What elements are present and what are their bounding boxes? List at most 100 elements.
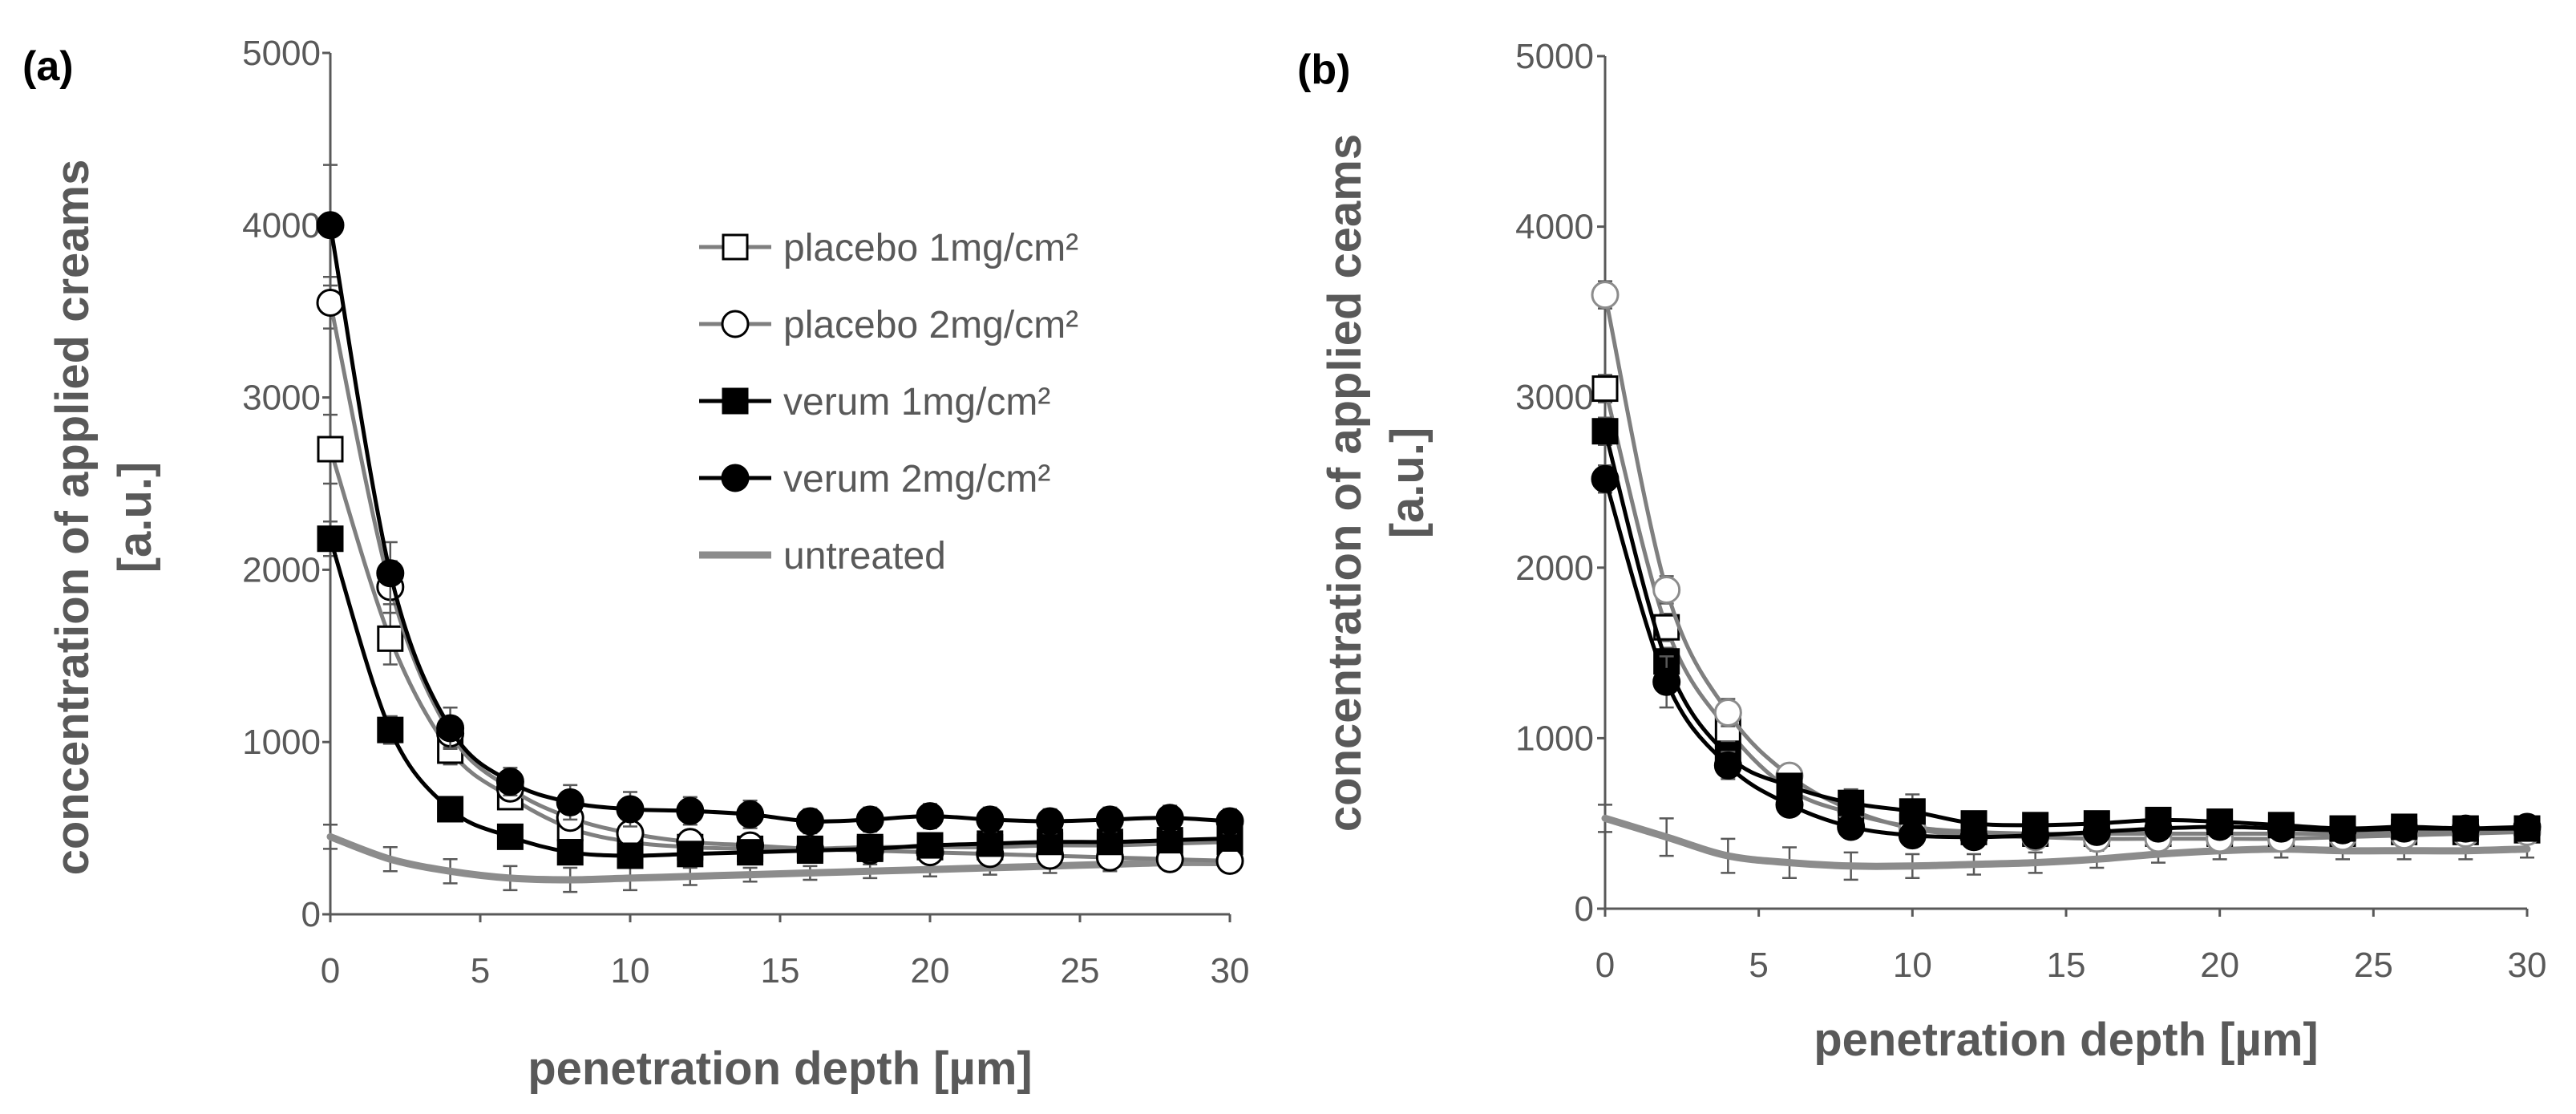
data-point: [317, 525, 344, 553]
legend-item-untreated: untreated: [699, 535, 946, 577]
y-tick-label: 0: [301, 895, 321, 934]
legend-marker: [722, 233, 749, 261]
data-point: [496, 823, 524, 850]
data-point: [376, 559, 405, 588]
data-point: [676, 796, 705, 825]
x-tick-label: 10: [1893, 946, 1932, 985]
legend-label: verum 2mg/cm²: [783, 458, 1050, 500]
data-point: [1095, 805, 1124, 834]
series-line: [326, 832, 1234, 884]
legend-item-placebo-1mg-cm: placebo 1mg/cm²: [699, 227, 1078, 269]
y-tick-label: 1000: [242, 723, 321, 762]
data-point: [677, 841, 704, 868]
legend-marker: [721, 310, 750, 338]
x-tick-label: 30: [1211, 951, 1250, 990]
series-placebo-1mg-cm: [317, 413, 1244, 862]
data-point: [737, 839, 764, 866]
x-tick-label: 15: [2047, 946, 2086, 985]
x-tick-label: 20: [911, 951, 950, 990]
y-axis-title: concentration of applied ceams: [1319, 134, 1371, 832]
x-tick-label: 5: [1749, 946, 1768, 985]
x-tick-label: 30: [2508, 946, 2547, 985]
data-point: [1959, 823, 1988, 852]
y-tick-label: 2000: [242, 550, 321, 589]
data-point: [2206, 812, 2234, 841]
x-tick-label: 25: [2354, 946, 2393, 985]
series-line: [1603, 429, 2529, 831]
data-point: [1899, 798, 1926, 825]
data-point: [316, 288, 345, 317]
data-point: [2451, 814, 2480, 843]
data-point: [2267, 814, 2295, 843]
data-point: [1591, 418, 1619, 445]
data-point: [316, 211, 345, 240]
x-tick-label: 25: [1061, 951, 1100, 990]
legend-item-placebo-2mg-cm: placebo 2mg/cm²: [699, 304, 1078, 346]
data-point: [2328, 816, 2357, 845]
y-axis-title-unit: [a.u.]: [1381, 427, 1434, 539]
data-point: [1591, 464, 1620, 493]
data-point: [437, 796, 464, 823]
data-point: [317, 435, 344, 463]
data-point: [1155, 804, 1184, 832]
series-verum-2mg-cm: [1591, 464, 2542, 852]
data-point: [1652, 575, 1681, 604]
legend-label: verum 1mg/cm²: [783, 381, 1050, 423]
legend-item-verum-1mg-cm: verum 1mg/cm²: [699, 381, 1050, 423]
y-tick-label: 5000: [242, 34, 321, 73]
x-tick-label: 15: [761, 951, 800, 990]
data-point: [2021, 821, 2050, 850]
data-point: [617, 842, 644, 869]
y-tick-label: 1000: [1515, 719, 1594, 758]
data-point: [736, 800, 765, 828]
series-verum-1mg-cm: [317, 521, 1244, 869]
series-untreated: [1598, 804, 2534, 881]
series-line: [328, 537, 1232, 858]
data-point: [377, 716, 404, 743]
data-point: [2144, 814, 2173, 843]
data-point: [916, 832, 944, 859]
x-tick-label: 0: [321, 951, 340, 990]
series-verum-2mg-cm: [316, 164, 1244, 836]
data-point: [1036, 807, 1065, 836]
x-tick-label: 5: [471, 951, 490, 990]
data-point: [856, 835, 884, 862]
data-point: [855, 805, 884, 834]
series-line: [1603, 293, 2529, 841]
y-tick-label: 4000: [242, 206, 321, 245]
series-line: [328, 301, 1232, 863]
data-point: [795, 807, 824, 836]
data-point: [436, 714, 465, 743]
data-point: [1898, 821, 1927, 850]
y-tick-label: 3000: [1515, 378, 1594, 417]
data-point: [377, 625, 404, 652]
data-point: [1713, 699, 1742, 727]
data-point: [2082, 817, 2111, 846]
panel-label: (b): [1297, 47, 1350, 93]
data-point: [2513, 812, 2542, 841]
x-axis-title: penetration depth [µm]: [528, 1043, 1033, 1095]
legend-label: untreated: [783, 535, 946, 577]
data-point: [616, 795, 645, 824]
data-point: [976, 805, 1005, 834]
panel-a: (a) 0 1000 2000 3000 4000 5000 0 5 10 15 20 25 30 pene…: [22, 34, 1249, 1095]
x-tick-label: 10: [611, 951, 650, 990]
x-tick-label: 0: [1595, 946, 1615, 985]
y-axis-title: concentration of applied creams: [47, 160, 99, 876]
legend-marker: [722, 387, 749, 415]
data-point: [1591, 281, 1620, 310]
data-point: [2390, 814, 2419, 843]
data-point: [495, 768, 524, 796]
data-point: [1775, 790, 1804, 819]
legend-label: placebo 1mg/cm²: [783, 227, 1078, 269]
data-point: [556, 839, 584, 866]
data-point: [1591, 375, 1619, 403]
data-point: [977, 830, 1004, 857]
x-axis-title: penetration depth [µm]: [1814, 1014, 2319, 1066]
y-tick-label: 3000: [242, 379, 321, 418]
panel-b: (b) 0 1000 2000 3000 4000 5000 0 5 10 15 20 25 30 pene…: [1297, 37, 2546, 1066]
series-line: [328, 223, 1232, 824]
y-tick-label: 2000: [1515, 549, 1594, 588]
